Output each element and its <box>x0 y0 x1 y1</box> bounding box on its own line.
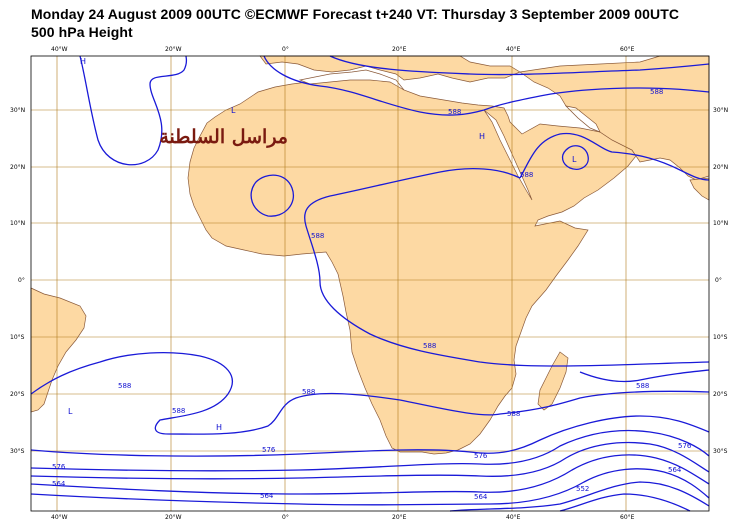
contour-label: 588 <box>118 382 131 390</box>
contour-588-south-atlantic <box>30 351 710 435</box>
contour-label: 564 <box>474 493 488 501</box>
contour-label: 588 <box>636 382 649 390</box>
lat-label: 10°S <box>713 334 728 341</box>
lat-label: 10°N <box>713 220 728 227</box>
lon-labels-bottom: 40°W 20°W 0° 20°E 40°E 60°E <box>51 514 635 521</box>
contour-label: 564 <box>668 466 682 474</box>
low-pressure-marker: L <box>572 155 577 164</box>
lat-label: 0° <box>715 277 722 284</box>
low-pressure-marker: L <box>68 407 73 416</box>
contour-588-southeast <box>579 369 710 383</box>
lat-label: 20°S <box>10 391 25 398</box>
lon-label: 0° <box>282 514 289 521</box>
contour-label: 588 <box>448 108 461 116</box>
lat-label: 0° <box>18 277 25 284</box>
contour-label: 588 <box>423 342 436 350</box>
contour-588-north <box>79 55 188 166</box>
lon-label: 60°E <box>620 46 635 53</box>
lat-label: 20°S <box>713 391 728 398</box>
south-america-landmass <box>30 287 87 413</box>
contour-label: 588 <box>311 232 324 240</box>
contour-588-africa <box>304 167 710 367</box>
contour-label: 576 <box>678 442 692 450</box>
mediterranean-sea <box>298 69 405 91</box>
contour-564-a <box>30 454 710 495</box>
contour-576-b <box>30 429 710 472</box>
contour-label: 576 <box>262 446 276 454</box>
contour-label: 588 <box>302 388 315 396</box>
contour-label: 588 <box>650 88 663 96</box>
lat-label: 20°N <box>10 164 25 171</box>
lon-label: 60°E <box>620 514 635 521</box>
contour-label: 576 <box>474 452 488 460</box>
persian-gulf <box>564 105 601 133</box>
lon-label: 20°W <box>165 46 182 53</box>
lat-label: 30°N <box>10 107 25 114</box>
lon-label: 40°E <box>506 514 521 521</box>
low-pressure-marker: L <box>231 106 236 115</box>
contour-label: 564 <box>260 492 274 500</box>
lon-label: 40°E <box>506 46 521 53</box>
contour-labels: 588 588 588 588 588 588 588 588 588 588 … <box>52 88 692 501</box>
chart-subtitle: 500 hPa Height <box>31 24 133 40</box>
contour-588-top <box>329 55 710 76</box>
india-tip <box>689 177 710 201</box>
contour-label: 588 <box>507 410 520 418</box>
contour-564-b <box>30 468 710 506</box>
high-pressure-marker: H <box>216 423 222 432</box>
contour-label: 588 <box>520 171 533 179</box>
contour-loop-west-africa <box>250 174 294 217</box>
contour-label: 564 <box>52 480 66 488</box>
contour-576-a <box>30 415 710 457</box>
lat-labels-right: 30°N 20°N 10°N 0° 10°S 20°S 30°S <box>713 107 728 455</box>
contour-576-c <box>30 441 710 480</box>
contour-low-arabia <box>561 145 589 170</box>
high-pressure-marker: H <box>80 57 86 66</box>
lat-label: 30°S <box>10 448 25 455</box>
contour-564-c <box>449 481 710 512</box>
lon-label: 20°E <box>392 514 407 521</box>
high-pressure-marker: H <box>479 132 485 141</box>
map-frame <box>30 55 710 512</box>
lon-label: 40°W <box>51 514 68 521</box>
watermark: مراسل السلطنة <box>159 126 288 148</box>
lon-label: 20°E <box>392 46 407 53</box>
contour-552 <box>559 493 691 512</box>
contour-588-arabia <box>519 132 710 181</box>
contour-label: 588 <box>172 407 185 415</box>
height-contours <box>30 55 710 512</box>
pressure-markers: H L H L H L <box>68 57 577 432</box>
lat-label: 30°S <box>713 448 728 455</box>
lon-label: 0° <box>282 46 289 53</box>
lat-label: 10°N <box>10 220 25 227</box>
lon-label: 20°W <box>165 514 182 521</box>
asia-landmass <box>519 55 710 181</box>
lat-label: 20°N <box>713 164 728 171</box>
lon-labels-top: 40°W 20°W 0° 20°E 40°E 60°E <box>51 46 635 53</box>
contour-588-med <box>263 55 710 116</box>
contour-label: 552 <box>576 485 589 493</box>
lat-labels-left: 30°N 20°N 10°N 0° 10°S 20°S 30°S <box>10 107 25 455</box>
contour-label: 576 <box>52 463 66 471</box>
lat-label: 10°S <box>10 334 25 341</box>
lat-label: 30°N <box>713 107 728 114</box>
chart-title: Monday 24 August 2009 00UTC ©ECMWF Forec… <box>31 6 680 22</box>
lon-label: 40°W <box>51 46 68 53</box>
